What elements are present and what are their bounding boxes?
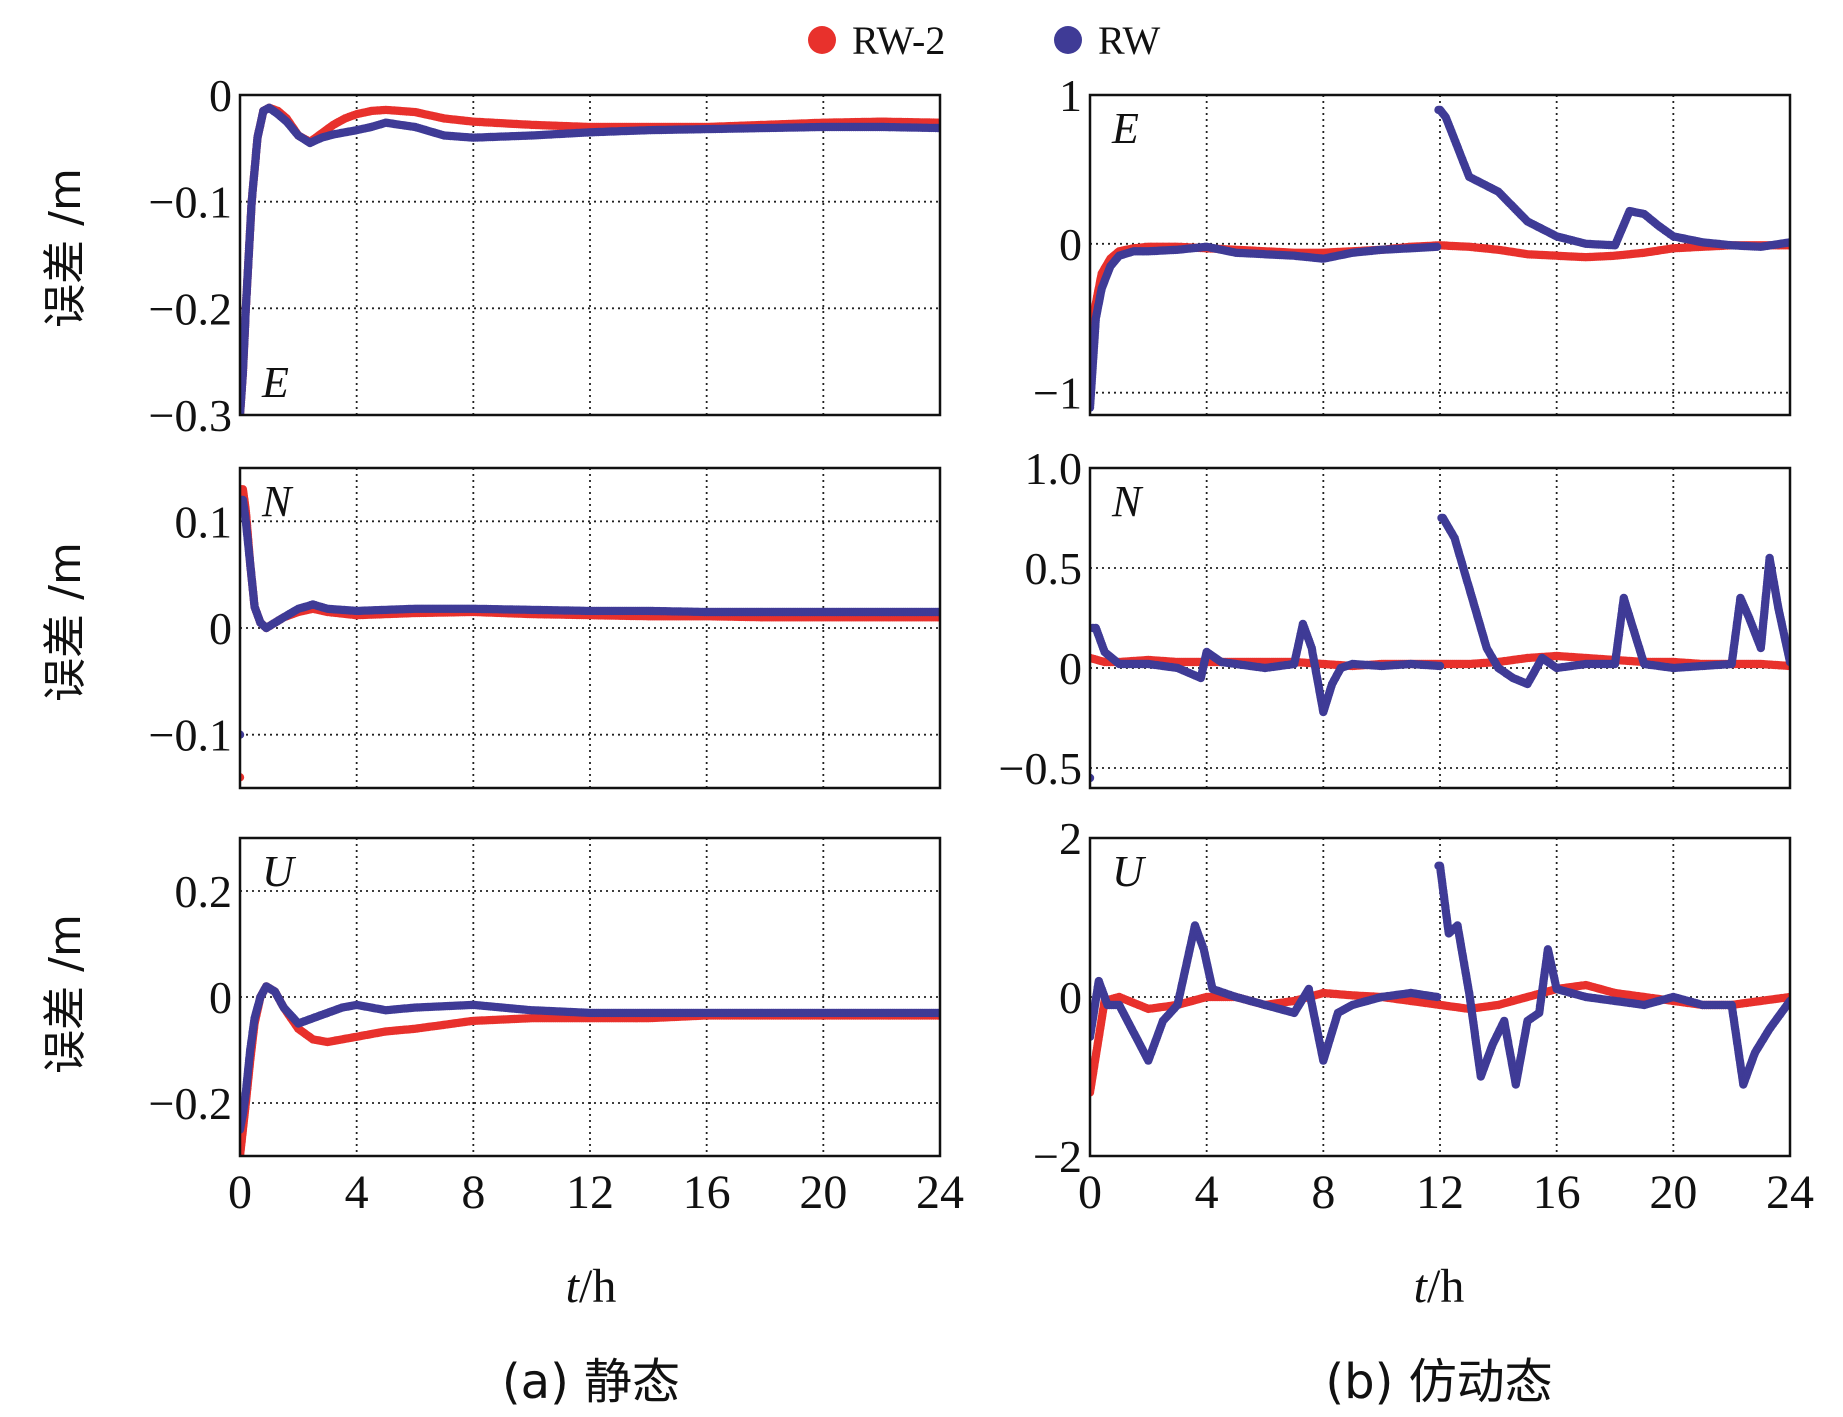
ytick-label: −0.3: [149, 390, 232, 441]
ylabel-row1: 误差 /m: [40, 168, 91, 328]
series-rw-b-e: [1090, 105, 1790, 412]
xtick-label: 20: [799, 1166, 847, 1219]
ytick-label: 0: [209, 70, 232, 121]
plot-frame-a-u: [238, 836, 942, 1158]
ytick-label: −0.2: [149, 283, 232, 334]
xtick-label: 12: [566, 1166, 614, 1219]
component-label-a-n: N: [261, 477, 294, 526]
series-group-a-n: [240, 485, 940, 782]
ytick-label: 0: [209, 972, 232, 1023]
xtick-label: 16: [683, 1166, 731, 1219]
panel-b-e: 1 0 −1 E: [1033, 70, 1792, 419]
xtick-label: 0: [228, 1166, 252, 1219]
panel-b-n: 1.0 0.5 0 −0.5 N: [999, 443, 1792, 794]
legend-label-rw2: RW-2: [852, 18, 945, 63]
series-rw-a-u: [240, 982, 940, 1134]
ylabel-row2: 误差 /m: [40, 542, 91, 702]
plot-frame-b-n: [1088, 466, 1792, 790]
ytick-label: −0.1: [149, 710, 232, 761]
series-group-b-n: [1090, 513, 1790, 783]
series-rw-a-e: [240, 103, 940, 415]
panels: 0−0.1−0.2−0.3E10−1E0.10−0.1N1.00.50−0.5N…: [149, 70, 1814, 1219]
ytick-label: −1: [1033, 368, 1082, 419]
legend: RW-2 RW: [808, 18, 1160, 63]
series-group-b-u: [1090, 861, 1790, 1097]
series-rw-a-n: [240, 495, 940, 739]
ylabel-row3: 误差 /m: [40, 914, 91, 1074]
series-group-a-e: [240, 103, 940, 415]
panel-b-u: 20−20 4 8 12 16 20 24U: [1033, 813, 1814, 1219]
legend-label-rw: RW: [1098, 18, 1160, 63]
panel-a-u: 0.2 0 −0.2 0 4 8 12 16 20 24 U: [149, 836, 964, 1219]
xtick-label: 8: [461, 1166, 485, 1219]
data-point: [1432, 242, 1442, 251]
series-rw-b-u: [1090, 861, 1790, 1089]
panel-a-n: 0.1 0 −0.1 N: [149, 466, 942, 790]
component-label-b-n: N: [1111, 477, 1144, 526]
xtick-label: 4: [345, 1166, 369, 1219]
series-rw-b-n: [1090, 513, 1790, 783]
ytick-label: 0: [1059, 643, 1082, 694]
ytick-label: 1.0: [1025, 443, 1083, 494]
series-rw-2-b-e: [1090, 241, 1790, 338]
ytick-label: 0: [209, 603, 232, 654]
component-label-a-u: U: [262, 847, 297, 896]
ytick-label: −0.5: [999, 743, 1082, 794]
legend-marker-rw: [1054, 26, 1082, 54]
ytick-label: 0: [1059, 219, 1082, 270]
series-group-a-u: [240, 982, 940, 1156]
ytick-label: 0.2: [175, 866, 233, 917]
xtick-label: 24: [916, 1166, 964, 1219]
plot-frame-a-e: [238, 93, 942, 417]
ytick-label: 0.5: [1025, 543, 1083, 594]
ytick-label: −0.2: [149, 1078, 232, 1129]
ytick-label: 1: [1059, 70, 1082, 121]
component-label-a-e: E: [261, 358, 289, 407]
data-point: [1435, 661, 1445, 671]
ytick-label: 0.1: [175, 496, 233, 547]
panel-a-e: 0 −0.1 −0.2 −0.3 E: [149, 70, 942, 441]
plot-frame-b-e: [1088, 93, 1792, 417]
legend-marker-rw2: [808, 26, 836, 54]
ytick-label: −0.1: [149, 177, 232, 228]
component-label-b-e: E: [1111, 104, 1139, 153]
series-group-b-e: [1090, 105, 1790, 412]
plot-frame-a-n: [238, 466, 942, 790]
